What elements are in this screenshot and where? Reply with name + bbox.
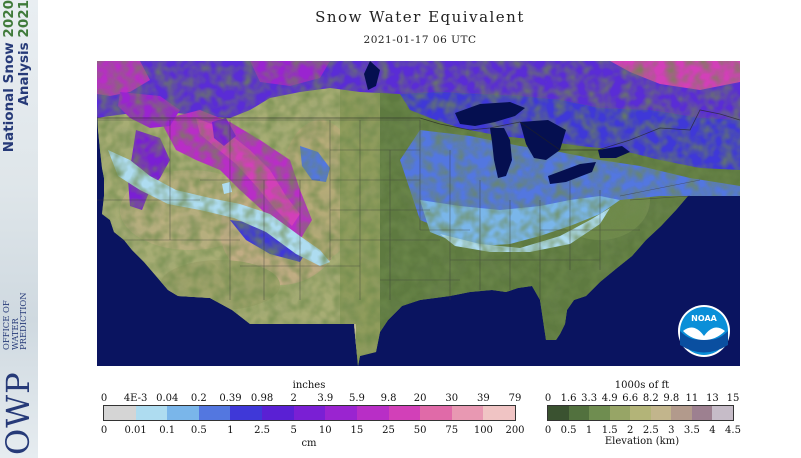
elevation-legend-bottom-tick: 1.5 bbox=[601, 425, 618, 436]
swe-legend-bottom-tick: 50 bbox=[413, 425, 427, 436]
elevation-legend-swatch bbox=[548, 406, 570, 420]
elevation-legend-bottom-tick: 4.5 bbox=[725, 425, 741, 436]
lake-superior bbox=[455, 102, 525, 126]
swe-legend-top-tick: 3.9 bbox=[317, 393, 334, 404]
elevation-legend-bottom-tick: 2.5 bbox=[642, 425, 659, 436]
swe-legend-bottom-tick: 5 bbox=[290, 425, 297, 436]
swe-legend-bottom-tick: 0.5 bbox=[190, 425, 207, 436]
swe-legend-bottom-tick: 1 bbox=[227, 425, 234, 436]
swe-legend-swatch bbox=[135, 406, 168, 420]
swe-legend-swatch bbox=[451, 406, 484, 420]
swe-legend-swatch bbox=[388, 406, 421, 420]
elevation-legend-bottom-label: Elevation (km) bbox=[604, 436, 680, 447]
elevation-legend-top-tick: 6.6 bbox=[622, 393, 639, 404]
office-line-3: PREDICTION bbox=[18, 292, 29, 350]
elevation-legend-top-tick: 4.9 bbox=[601, 393, 618, 404]
lake-michigan bbox=[490, 128, 512, 178]
elevation-legend-swatch bbox=[609, 406, 631, 420]
elevation-legend-bottom-tick: 3 bbox=[668, 425, 675, 436]
swe-legend-bottom-tick: 0.01 bbox=[124, 425, 147, 436]
elevation-legend-bottom-tick: 0 bbox=[544, 425, 552, 436]
year-2020: 2020 bbox=[1, 0, 17, 38]
noaa-logo: NOAA bbox=[678, 305, 730, 357]
elevation-legend-top-tick: 11 bbox=[685, 393, 699, 404]
elevation-legend-top-tick: 9.8 bbox=[663, 393, 680, 404]
swe-legend-bottom-tick: 15 bbox=[350, 425, 364, 436]
elevation-legend-top-tick: 3.3 bbox=[581, 393, 598, 404]
office-of-water-prediction-text: OFFICE OF WATER PREDICTION bbox=[1, 266, 36, 350]
elevation-legend-top-tick: 8.2 bbox=[642, 393, 659, 404]
swe-legend-bottom-tick: 200 bbox=[505, 425, 525, 436]
elevation-legend-bottom-tick: 0.5 bbox=[560, 425, 577, 436]
elevation-legend-swatch bbox=[671, 406, 693, 420]
swe-legend-top-tick: 0.2 bbox=[190, 393, 207, 404]
great-salt-lake bbox=[222, 182, 232, 194]
swe-legend-bottom-tick: 10 bbox=[318, 425, 332, 436]
swe-legend-bottom-tick: 2.5 bbox=[254, 425, 271, 436]
swe-legend-top-tick: 0.04 bbox=[156, 393, 179, 404]
swe-legend-top-tick: 0.39 bbox=[219, 393, 242, 404]
lake-erie bbox=[548, 162, 596, 184]
elevation-legend-top-unit: 1000s of ft bbox=[614, 380, 670, 391]
elevation-legend-swatch bbox=[712, 406, 734, 420]
swe-legend-swatch bbox=[293, 406, 326, 420]
snow-water-equivalent-map: NOAA bbox=[97, 61, 740, 366]
swe-legend-swatch bbox=[198, 406, 231, 420]
map-datetime: 2021-01-17 06 UTC bbox=[363, 34, 477, 46]
swe-legend-swatch bbox=[483, 406, 516, 420]
swe-legend-bottom-tick: 0.1 bbox=[159, 425, 176, 436]
swe-legend-bottom-tick: 0 bbox=[100, 425, 108, 436]
year-2021: 2021 bbox=[16, 0, 32, 38]
swe-legend-swatch bbox=[230, 406, 263, 420]
swe-legend-top-tick: 0.98 bbox=[250, 393, 274, 404]
elevation-legend-swatch bbox=[568, 406, 590, 420]
elevation-legend-swatch bbox=[691, 406, 713, 420]
nsa-line-1: National Snow bbox=[1, 42, 17, 153]
noaa-logo-text: NOAA bbox=[691, 314, 717, 323]
elevation-legend-swatch bbox=[589, 406, 611, 420]
lake-winnipeg bbox=[364, 61, 380, 90]
branding-sidebar: National Snow 2020 Analysis 2021 OFFICE … bbox=[0, 0, 38, 458]
canada-border bbox=[97, 109, 740, 151]
elevation-legend-top-tick: 0 bbox=[544, 393, 552, 404]
swe-legend-swatch bbox=[420, 406, 453, 420]
swe-legend-bottom-tick: 100 bbox=[473, 425, 493, 436]
lake-ontario bbox=[598, 146, 630, 158]
elevation-legend-swatch-frame bbox=[547, 405, 734, 421]
swe-legend-bottom-tick: 25 bbox=[382, 425, 395, 436]
swe-legend-top-tick: 4E-3 bbox=[123, 393, 148, 404]
owp-logo: OWP bbox=[0, 371, 37, 455]
elevation-legend-bottom-tick: 3.5 bbox=[683, 425, 700, 436]
swe-legend-bottom-unit: cm bbox=[301, 438, 317, 449]
swe-legend-swatch bbox=[167, 406, 200, 420]
nsa-line-2: Analysis bbox=[16, 42, 32, 106]
swe-legend-top-tick: 5.9 bbox=[348, 393, 365, 404]
swe-legend-top-tick: 79 bbox=[508, 393, 522, 404]
swe-legend-swatch bbox=[104, 406, 137, 420]
elevation-legend-top-tick: 1.6 bbox=[560, 393, 577, 404]
elevation-legend-top-tick: 13 bbox=[706, 393, 719, 404]
elevation-legend-bottom-tick: 4 bbox=[709, 425, 716, 436]
swe-legend-top-tick: 9.8 bbox=[380, 393, 397, 404]
swe-legend-top-tick: 30 bbox=[445, 393, 459, 404]
swe-legend-top-tick: 39 bbox=[477, 393, 490, 404]
elevation-legend-top-tick: 15 bbox=[726, 393, 740, 404]
swe-legend-swatch bbox=[325, 406, 358, 420]
swe-legend-swatch bbox=[356, 406, 390, 420]
swe-legend-swatch-frame bbox=[103, 405, 516, 421]
elevation-legend-swatch bbox=[650, 406, 672, 420]
elevation-legend-bottom-tick: 1 bbox=[585, 425, 593, 436]
swe-legend-bottom-tick: 75 bbox=[445, 425, 459, 436]
swe-legend-top-unit: inches bbox=[292, 380, 326, 391]
map-title: Snow Water Equivalent bbox=[315, 8, 525, 26]
nsa-wordmark: National Snow 2020 Analysis 2021 bbox=[1, 0, 38, 173]
elevation-legend-bottom-tick: 2 bbox=[627, 425, 634, 436]
swe-legend-top-tick: 2 bbox=[290, 393, 297, 404]
swe-legend-top-tick: 0 bbox=[100, 393, 108, 404]
swe-legend-swatch bbox=[262, 406, 295, 420]
swe-legend-top-tick: 20 bbox=[413, 393, 427, 404]
elevation-legend-swatch bbox=[630, 406, 652, 420]
